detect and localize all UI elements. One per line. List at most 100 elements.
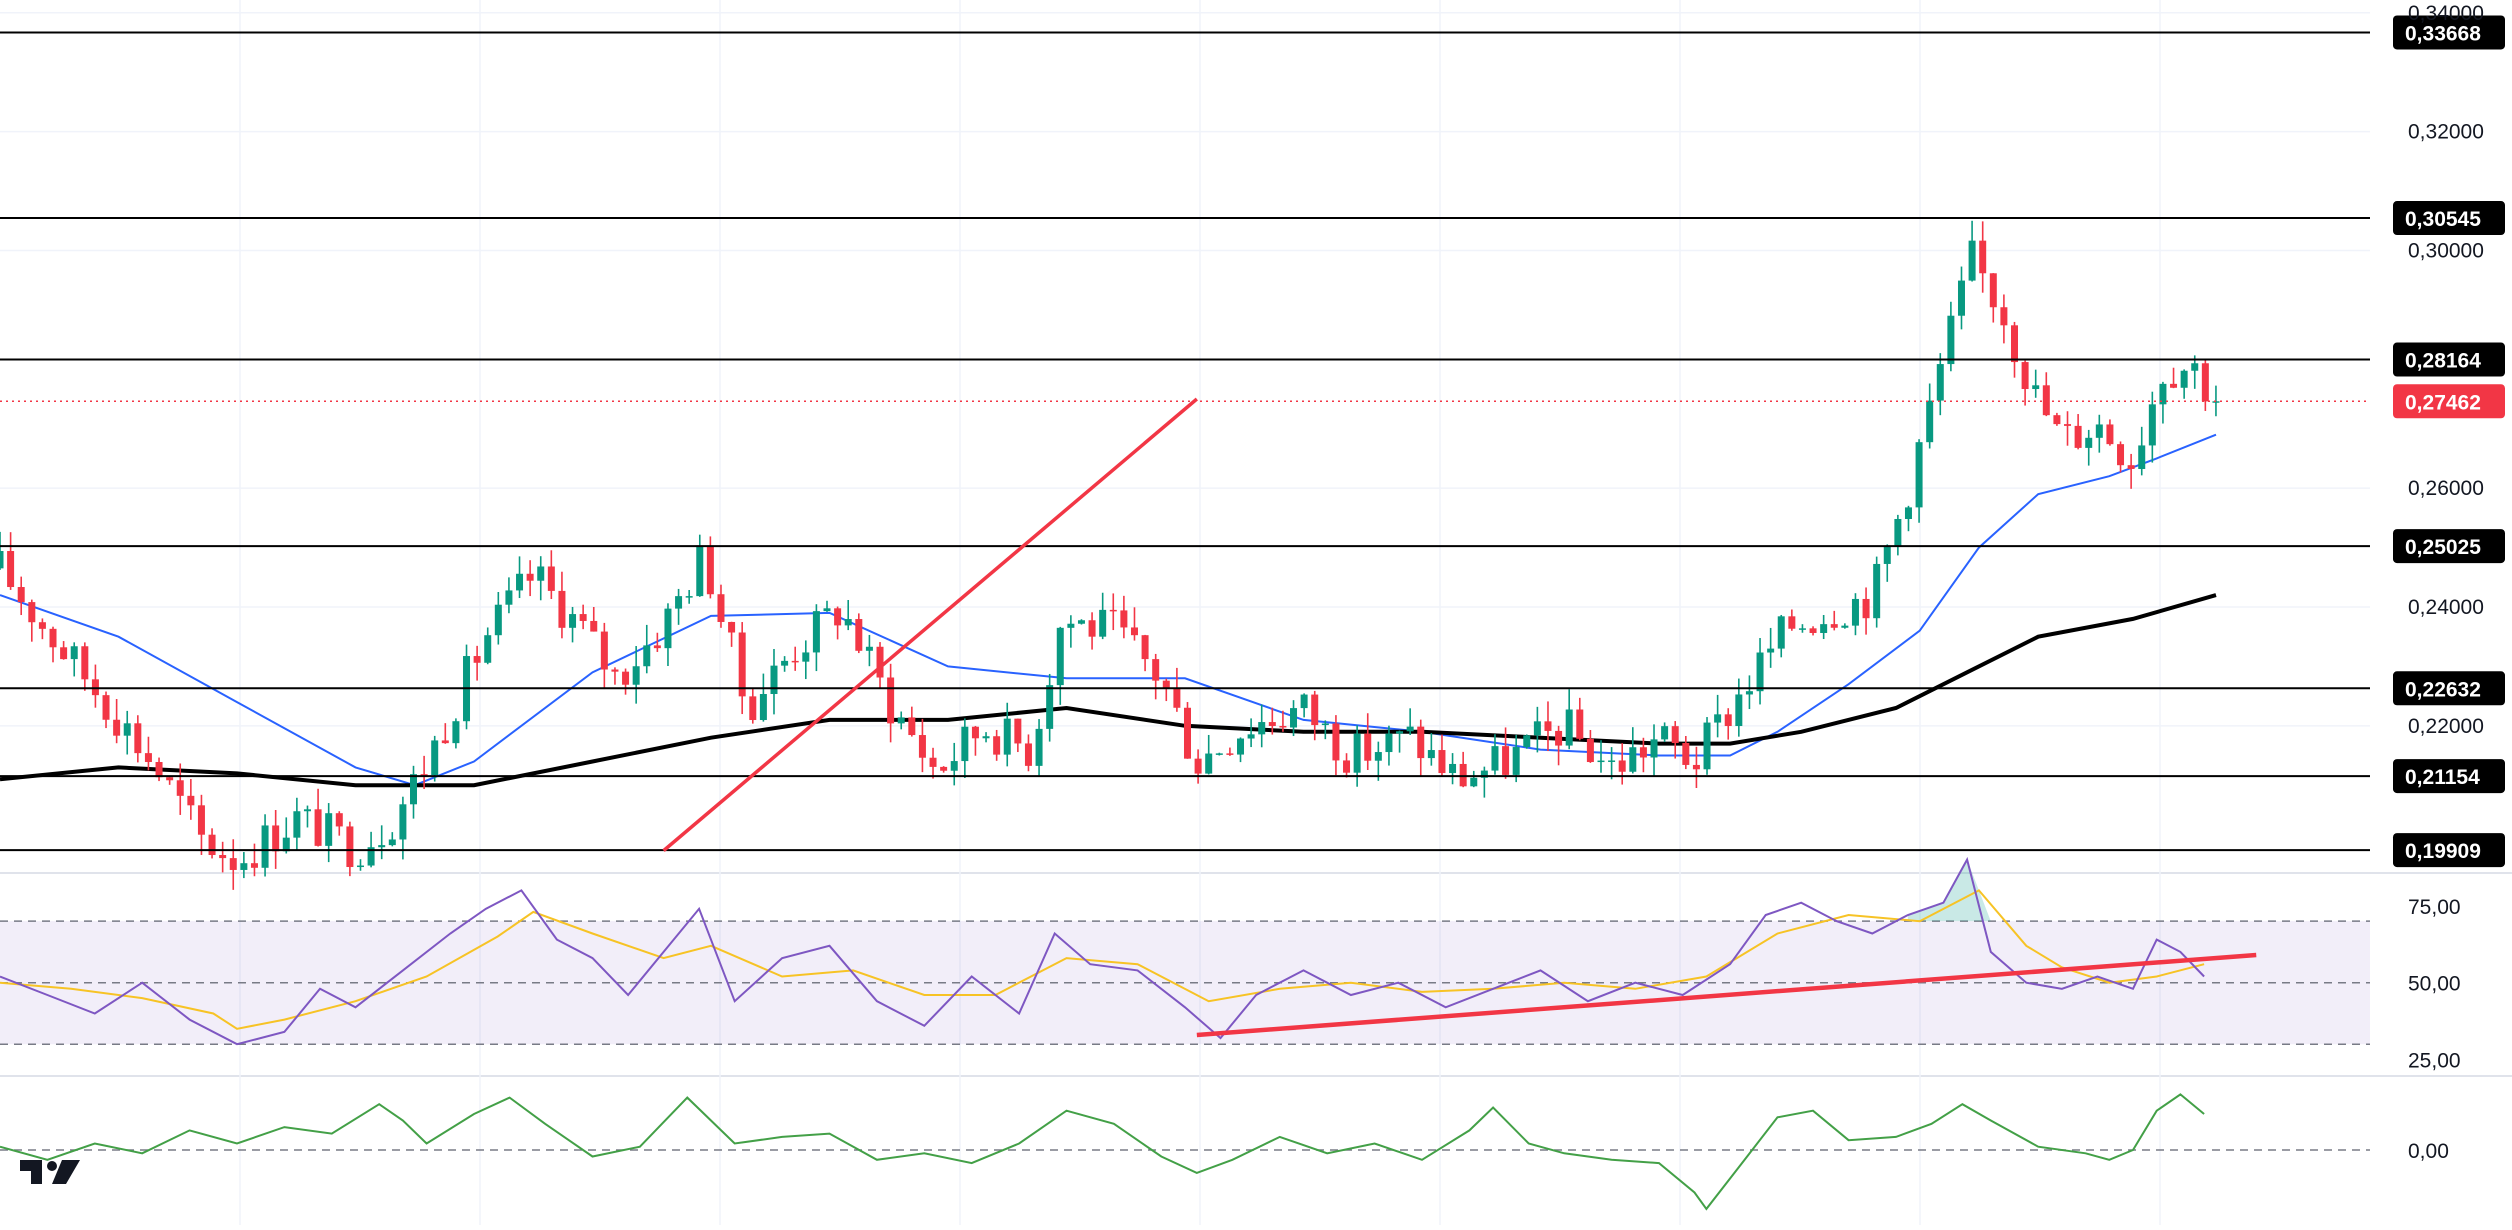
candle	[1120, 595, 1128, 639]
candle	[2042, 372, 2050, 417]
level-badge-label: 0,30545	[2405, 208, 2481, 231]
candle	[2106, 419, 2114, 446]
candle	[1035, 719, 1043, 777]
candle	[1597, 740, 1605, 773]
candle-body	[961, 726, 969, 762]
candle-body	[1449, 763, 1457, 774]
candle-body	[505, 590, 513, 605]
candle	[1692, 746, 1700, 789]
candle-body	[738, 632, 746, 697]
candle	[1374, 741, 1382, 781]
candle-body	[611, 669, 619, 672]
candle	[717, 584, 725, 628]
candle	[1703, 717, 1711, 775]
candle	[0, 531, 4, 570]
candle	[1258, 704, 1266, 748]
candle-body	[759, 694, 767, 721]
candle-body	[2159, 383, 2167, 405]
candle-body	[918, 735, 926, 758]
candle	[1162, 678, 1170, 702]
candle-body	[802, 652, 810, 662]
candle-body	[1067, 623, 1075, 628]
candle-body	[1502, 746, 1510, 775]
candle	[1671, 721, 1679, 759]
candle	[49, 626, 57, 663]
candle	[600, 622, 608, 690]
candle	[1979, 221, 1987, 293]
candle-body	[60, 647, 68, 660]
candle-body	[749, 696, 757, 721]
candle	[1788, 609, 1796, 631]
candle-body	[1820, 624, 1828, 633]
candle-body	[399, 804, 407, 840]
candle-body	[123, 723, 131, 736]
candle	[1311, 690, 1319, 741]
candle	[1926, 383, 1934, 449]
candle-body	[335, 813, 343, 827]
candle-body	[38, 622, 46, 629]
candle-body	[664, 608, 672, 649]
candle	[1109, 593, 1117, 631]
candle	[696, 534, 704, 597]
candle	[802, 640, 810, 680]
candle-body	[2180, 370, 2188, 388]
candle-body	[1597, 760, 1605, 763]
candle-body	[1003, 718, 1011, 755]
candle-body	[388, 839, 396, 846]
candle-body	[1215, 753, 1223, 755]
candle-body	[240, 863, 248, 870]
candle	[2074, 414, 2082, 450]
candle-body	[1268, 722, 1276, 726]
candle-body	[219, 855, 227, 859]
candle	[770, 648, 778, 715]
candle	[1661, 722, 1669, 742]
candle-body	[2117, 444, 2125, 466]
candle-body	[791, 660, 799, 663]
candle-body	[1809, 628, 1817, 633]
candle	[123, 710, 131, 755]
candle-body	[929, 757, 937, 767]
candle-body	[2095, 424, 2103, 438]
candle	[28, 599, 36, 642]
candle-body	[1014, 718, 1022, 744]
candle-body	[1788, 616, 1796, 629]
candle	[420, 755, 428, 789]
candle-body	[1480, 770, 1488, 778]
candle-body	[971, 726, 979, 739]
candle	[1544, 701, 1552, 752]
candle-body	[1173, 687, 1181, 708]
candle	[1194, 749, 1202, 784]
candle	[1682, 735, 1690, 770]
candle	[1343, 753, 1351, 778]
candle	[1024, 734, 1032, 772]
candle-body	[685, 596, 693, 598]
candle	[1141, 634, 1149, 672]
candle-body	[579, 614, 587, 621]
candle-body	[102, 695, 110, 720]
candle	[2064, 411, 2072, 446]
candle	[144, 736, 152, 771]
candle-body	[2032, 385, 2040, 390]
candle-body	[1714, 714, 1722, 723]
candle	[887, 663, 895, 743]
candle-body	[855, 619, 863, 651]
candle	[494, 591, 502, 645]
candle-body	[1873, 563, 1881, 619]
candle-body	[1279, 725, 1287, 728]
candle-body	[1300, 694, 1308, 709]
candle	[791, 646, 799, 671]
candle	[2191, 355, 2199, 389]
candle	[1989, 273, 1997, 323]
candle	[208, 828, 216, 859]
level-badge-label: 0,22632	[2405, 678, 2481, 701]
candle-body	[1968, 240, 1976, 281]
candle	[908, 706, 916, 737]
candle	[1300, 693, 1308, 718]
candle-body	[187, 795, 195, 806]
candle	[675, 588, 683, 625]
candle	[1152, 653, 1160, 700]
candle	[484, 627, 492, 665]
candle	[134, 715, 142, 763]
candle	[346, 821, 354, 877]
